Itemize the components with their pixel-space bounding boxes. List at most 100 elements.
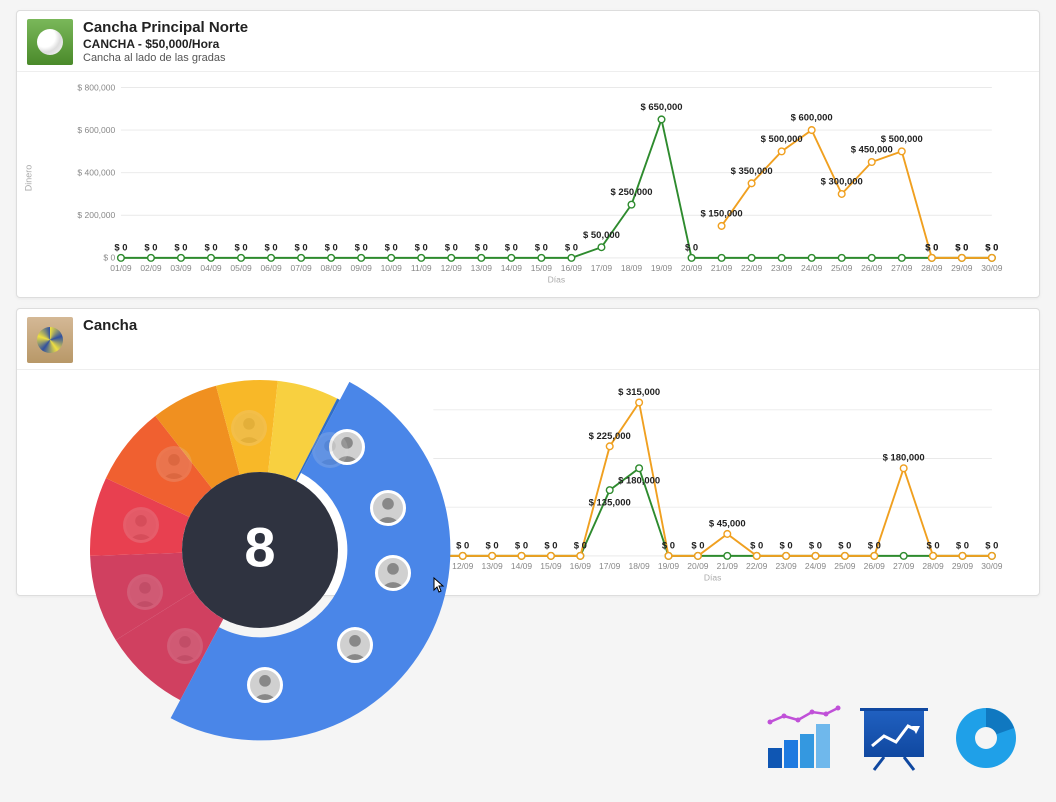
svg-text:$ 0: $ 0 — [565, 242, 578, 253]
svg-text:$ 800,000: $ 800,000 — [77, 82, 115, 92]
svg-text:01/09: 01/09 — [110, 263, 132, 273]
svg-text:Días: Días — [548, 274, 565, 284]
svg-text:$ 135,000: $ 135,000 — [589, 497, 631, 508]
svg-text:$ 315,000: $ 315,000 — [618, 387, 660, 398]
svg-text:$ 0: $ 0 — [955, 242, 968, 253]
svg-text:22/09: 22/09 — [741, 263, 763, 273]
svg-text:$ 0: $ 0 — [985, 242, 998, 253]
svg-text:17/09: 17/09 — [599, 561, 621, 571]
svg-text:15/09: 15/09 — [531, 263, 553, 273]
svg-text:19/09: 19/09 — [651, 263, 673, 273]
svg-text:$ 0: $ 0 — [691, 540, 704, 551]
cursor-pointer-icon — [428, 576, 448, 596]
svg-text:16/09: 16/09 — [570, 561, 592, 571]
svg-text:$ 0: $ 0 — [956, 540, 969, 551]
svg-text:26/09: 26/09 — [861, 263, 883, 273]
svg-text:17/09: 17/09 — [591, 263, 613, 273]
title-block: Cancha — [83, 317, 137, 334]
svg-text:$ 0: $ 0 — [103, 253, 115, 263]
user-avatar[interactable] — [247, 667, 283, 703]
svg-text:$ 600,000: $ 600,000 — [77, 125, 115, 135]
card-desc: Cancha al lado de las gradas — [83, 52, 248, 64]
svg-text:$ 0: $ 0 — [505, 242, 518, 253]
bar-sparkline-icon[interactable] — [762, 704, 842, 772]
svg-text:$ 0: $ 0 — [415, 242, 428, 253]
svg-text:29/09: 29/09 — [952, 561, 974, 571]
card-title: Cancha Principal Norte — [83, 19, 248, 36]
svg-text:08/09: 08/09 — [321, 263, 343, 273]
svg-text:$ 0: $ 0 — [144, 242, 157, 253]
svg-text:18/09: 18/09 — [628, 561, 650, 571]
user-avatar[interactable] — [127, 574, 163, 610]
svg-text:30/09: 30/09 — [981, 561, 1003, 571]
svg-text:09/09: 09/09 — [351, 263, 373, 273]
svg-text:$ 650,000: $ 650,000 — [640, 102, 682, 113]
svg-text:$ 0: $ 0 — [295, 242, 308, 253]
svg-text:12/09: 12/09 — [441, 263, 463, 273]
svg-text:$ 45,000: $ 45,000 — [709, 518, 746, 529]
svg-text:$ 0: $ 0 — [535, 242, 548, 253]
svg-text:$ 500,000: $ 500,000 — [761, 134, 803, 145]
svg-text:Días: Días — [704, 572, 721, 582]
svg-text:$ 450,000: $ 450,000 — [851, 145, 893, 156]
card-cancha-1: Cancha Principal Norte CANCHA - $50,000/… — [16, 10, 1040, 298]
svg-text:$ 0: $ 0 — [925, 242, 938, 253]
svg-text:24/09: 24/09 — [801, 263, 823, 273]
svg-text:30/09: 30/09 — [981, 263, 1003, 273]
svg-text:07/09: 07/09 — [290, 263, 312, 273]
svg-text:13/09: 13/09 — [481, 561, 503, 571]
svg-text:02/09: 02/09 — [140, 263, 162, 273]
svg-text:$ 250,000: $ 250,000 — [610, 187, 652, 198]
svg-text:$ 0: $ 0 — [780, 540, 793, 551]
card-title: Cancha — [83, 317, 137, 334]
presentation-chart-icon[interactable] — [854, 704, 934, 772]
user-avatar[interactable] — [312, 432, 348, 468]
svg-text:18/09: 18/09 — [621, 263, 643, 273]
svg-text:$ 0: $ 0 — [475, 242, 488, 253]
svg-text:$ 0: $ 0 — [750, 540, 763, 551]
svg-text:24/09: 24/09 — [805, 561, 827, 571]
svg-text:$ 200,000: $ 200,000 — [77, 210, 115, 220]
svg-text:$ 0: $ 0 — [544, 540, 557, 551]
user-avatar[interactable] — [156, 446, 192, 482]
user-avatar[interactable] — [167, 628, 203, 664]
svg-text:16/09: 16/09 — [561, 263, 583, 273]
svg-text:$ 180,000: $ 180,000 — [618, 475, 660, 486]
chart-1[interactable]: Dinero $ 0$ 200,000$ 400,000$ 600,000$ 8… — [17, 72, 1039, 297]
svg-text:14/09: 14/09 — [511, 561, 533, 571]
svg-text:$ 350,000: $ 350,000 — [731, 166, 773, 177]
svg-text:$ 0: $ 0 — [574, 540, 587, 551]
wheel-center-value: 8 — [244, 514, 275, 579]
svg-text:28/09: 28/09 — [922, 561, 944, 571]
svg-text:$ 0: $ 0 — [265, 242, 278, 253]
svg-text:$ 600,000: $ 600,000 — [791, 113, 833, 124]
svg-text:25/09: 25/09 — [834, 561, 856, 571]
svg-text:$ 400,000: $ 400,000 — [77, 168, 115, 178]
svg-text:$ 0: $ 0 — [809, 540, 822, 551]
svg-text:27/09: 27/09 — [893, 561, 915, 571]
svg-text:25/09: 25/09 — [831, 263, 853, 273]
svg-text:26/09: 26/09 — [864, 561, 886, 571]
svg-text:$ 0: $ 0 — [926, 540, 939, 551]
svg-text:$ 0: $ 0 — [355, 242, 368, 253]
svg-text:04/09: 04/09 — [200, 263, 222, 273]
svg-text:05/09: 05/09 — [230, 263, 252, 273]
svg-text:13/09: 13/09 — [471, 263, 493, 273]
svg-text:$ 0: $ 0 — [114, 242, 127, 253]
svg-text:21/09: 21/09 — [711, 263, 733, 273]
svg-text:$ 0: $ 0 — [838, 540, 851, 551]
svg-text:$ 0: $ 0 — [985, 540, 998, 551]
svg-text:15/09: 15/09 — [540, 561, 562, 571]
svg-text:29/09: 29/09 — [951, 263, 973, 273]
svg-text:$ 225,000: $ 225,000 — [589, 431, 631, 442]
svg-text:19/09: 19/09 — [658, 561, 680, 571]
svg-text:$ 0: $ 0 — [204, 242, 217, 253]
svg-text:22/09: 22/09 — [746, 561, 768, 571]
svg-text:$ 50,000: $ 50,000 — [583, 230, 620, 241]
user-avatar[interactable] — [123, 507, 159, 543]
radial-menu-wheel[interactable]: 8 — [60, 350, 460, 750]
donut-chart-icon[interactable] — [946, 704, 1026, 772]
svg-text:$ 0: $ 0 — [868, 540, 881, 551]
title-block: Cancha Principal Norte CANCHA - $50,000/… — [83, 19, 248, 64]
svg-text:21/09: 21/09 — [717, 561, 739, 571]
